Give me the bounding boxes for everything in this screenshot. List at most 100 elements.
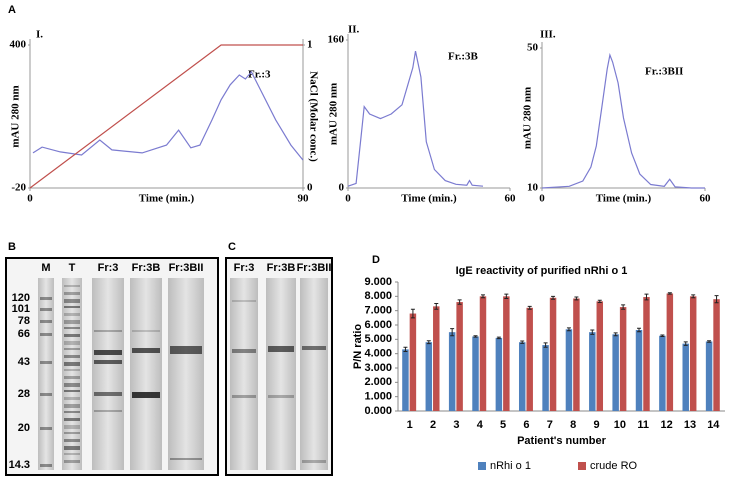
y-tick-label: 1.000	[364, 391, 392, 403]
bar	[495, 337, 503, 411]
gel-band	[302, 460, 326, 463]
gel-band	[64, 460, 80, 463]
legend-label: nRhi o 1	[490, 460, 531, 472]
gel-lane	[300, 278, 328, 470]
gel-lane	[230, 278, 258, 470]
chart-title: IgE reactivity of purified nRhi o 1	[456, 265, 628, 277]
bar	[425, 342, 433, 411]
gel-lane	[130, 278, 162, 470]
error-bar	[450, 328, 455, 337]
bar	[409, 313, 417, 411]
gel-band	[40, 464, 52, 467]
y2-axis-label: NaCl (Molar conc.)	[307, 71, 319, 162]
x-tick-label: 60	[505, 193, 517, 205]
annotation: Fr.:3BII	[645, 66, 683, 78]
gel-band	[94, 350, 122, 355]
gel-band	[64, 432, 80, 434]
x-tick-label: 1	[407, 419, 413, 431]
error-bar	[644, 293, 649, 301]
bar	[448, 332, 456, 411]
gel-band	[40, 320, 52, 323]
x-tick-label: 13	[684, 419, 696, 431]
y-tick-label: 400	[10, 39, 27, 51]
error-bar	[496, 336, 501, 340]
bar	[518, 342, 526, 411]
bar	[565, 329, 573, 411]
gel-band	[64, 320, 80, 324]
y-tick-label: 8.000	[364, 290, 392, 302]
gel-band	[64, 292, 80, 295]
error-bar	[691, 294, 696, 299]
bar	[666, 293, 674, 411]
gel-band	[170, 346, 202, 354]
annotation: Fr.:3	[248, 69, 271, 81]
marker-label: 101	[12, 303, 30, 315]
gel-band	[268, 395, 294, 398]
lane-label: Fr:3	[234, 262, 255, 274]
error-bar	[613, 332, 618, 337]
x-axis-label: Time (min.)	[401, 193, 457, 205]
gel-band	[232, 395, 256, 398]
y-tick-label: 50	[527, 42, 539, 54]
error-bar	[566, 327, 571, 332]
legend-label: crude RO	[590, 460, 638, 472]
error-bar	[714, 295, 719, 304]
gel-band	[64, 362, 80, 366]
y-tick-label: 6.000	[364, 319, 392, 331]
gel-lane	[38, 278, 54, 470]
x-tick-label: 6	[523, 419, 529, 431]
bar	[612, 334, 619, 411]
x-tick-label: 12	[660, 419, 672, 431]
y-tick-label: -20	[11, 182, 26, 194]
gel-band	[64, 355, 80, 358]
x-tick-label: 0	[539, 193, 545, 205]
gel-band	[64, 411, 80, 413]
marker-label: 14.3	[9, 459, 30, 471]
bar	[643, 297, 650, 411]
bar	[573, 298, 580, 411]
gel-band	[64, 327, 80, 329]
bar	[689, 296, 697, 411]
gel-band	[40, 393, 52, 396]
bar	[402, 349, 409, 411]
gel-band	[302, 346, 326, 350]
marker-label: 20	[18, 422, 30, 434]
y-tick-label: 5.000	[364, 333, 392, 345]
panel-label: C	[228, 241, 236, 253]
error-bar	[504, 293, 509, 299]
y-tick-label: 0.000	[364, 405, 392, 417]
panel-label: B	[8, 241, 16, 253]
error-bar	[574, 296, 579, 301]
error-bar	[426, 340, 431, 345]
y2-tick-label: 1	[307, 39, 313, 51]
x-tick-label: 0	[27, 193, 33, 205]
bar	[503, 296, 510, 411]
lane-label: Fr:3BII	[297, 262, 332, 274]
gel-band	[64, 439, 80, 442]
bar	[682, 343, 689, 411]
error-bar	[667, 292, 672, 295]
gel-band	[232, 349, 256, 353]
marker-label: 120	[12, 292, 30, 304]
error-bar	[683, 341, 688, 346]
gel-band	[132, 348, 160, 353]
gel-band	[170, 458, 202, 460]
bar	[549, 297, 557, 411]
x-tick-label: 11	[637, 419, 649, 431]
bar	[619, 307, 627, 411]
gel-lane	[266, 278, 296, 470]
bar	[472, 336, 479, 411]
legend-swatch	[478, 462, 486, 470]
error-bar	[660, 334, 665, 337]
bar	[596, 301, 604, 411]
marker-label: 78	[18, 315, 30, 327]
gel-band	[64, 334, 80, 337]
lane-label: Fr:3	[98, 262, 119, 274]
error-bar	[434, 303, 439, 310]
lane-label: Fr:3B	[132, 262, 161, 274]
x-tick-label: 4	[477, 419, 484, 431]
series-line	[32, 70, 304, 161]
gels: M T Fr:3 Fr:3B Fr:3BII120101786643282014.3Fr…	[9, 262, 332, 471]
bar	[542, 345, 549, 411]
